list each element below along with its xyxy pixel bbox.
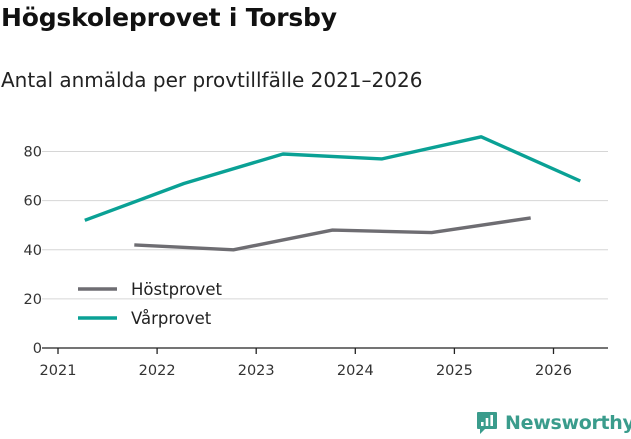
y-tick-label-60: 60 <box>24 194 42 210</box>
legend-label-hostprovet: Höstprovet <box>131 280 222 299</box>
series-lines <box>84 135 581 252</box>
y-tick-label-40: 40 <box>24 243 42 259</box>
series-line-hostprovet <box>134 216 531 252</box>
x-axis: 2021 2022 2023 2024 2025 2026 <box>40 347 608 379</box>
chart-title: Högskoleprovet i Torsby <box>1 3 337 32</box>
x-tick-label-2026: 2026 <box>535 363 572 379</box>
newsworthy-logo-icon <box>477 412 497 434</box>
gridlines <box>42 151 608 300</box>
x-tick-label-2024: 2024 <box>337 363 374 379</box>
chart-subtitle: Antal anmälda per provtillfälle 2021–202… <box>1 68 423 92</box>
brand-name: Newsworthy <box>505 412 631 434</box>
y-tick-label-0: 0 <box>33 341 42 357</box>
y-axis: 0 20 40 60 80 <box>24 145 42 357</box>
x-tick-label-2023: 2023 <box>238 363 275 379</box>
y-tick-label-20: 20 <box>24 292 42 308</box>
x-tick-label-2022: 2022 <box>139 363 176 379</box>
newsworthy-logo: Newsworthy <box>476 408 631 438</box>
x-tick-label-2025: 2025 <box>436 363 473 379</box>
legend-label-varprovet: Vårprovet <box>131 309 212 328</box>
y-tick-label-80: 80 <box>24 145 42 161</box>
legend: Höstprovet Vårprovet <box>78 280 222 328</box>
series-line-varprovet <box>84 135 581 222</box>
x-tick-label-2021: 2021 <box>40 363 77 379</box>
